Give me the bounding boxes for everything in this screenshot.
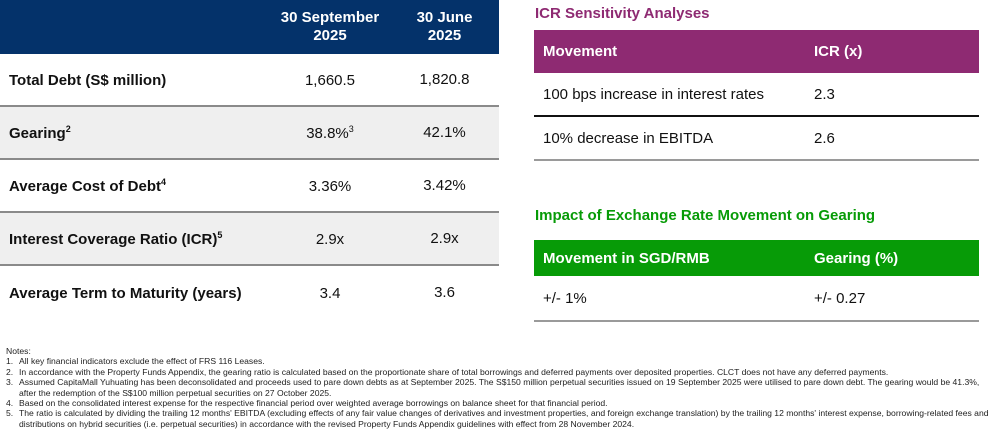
gearing-cell: +/- 0.27 [814, 289, 866, 307]
table-row: Average Term to Maturity (years) 3.4 3.6 [0, 266, 499, 319]
fx-header: Movement in SGD/RMB Gearing (%) [534, 240, 979, 276]
header-gearing: Gearing (%) [814, 249, 899, 267]
table-row: 100 bps increase in interest rates 2.3 [534, 73, 979, 117]
footnote-ref: 5 [217, 229, 223, 240]
header-icr: ICR (x) [814, 43, 863, 60]
footnote-item: 2. In accordance with the Property Funds … [6, 367, 996, 377]
header-line: 30 June [416, 9, 473, 26]
footnote-number: 4. [6, 398, 14, 409]
label-text: Total Debt (S$ million) [9, 71, 167, 89]
icr-header: Movement ICR (x) [534, 30, 979, 73]
key-metrics-header: 30 September 2025 30 June 2025 [0, 0, 499, 54]
value-sep-2025: 3.4 [270, 284, 390, 302]
metric-label: Average Cost of Debt4 [0, 177, 270, 195]
header-line: 30 September [280, 9, 380, 26]
table-row: Gearing2 38.8%3 42.1% [0, 107, 499, 160]
value-sep-2025: 2.9x [270, 230, 390, 248]
value-text: 3.4 [319, 284, 341, 302]
table-row: Total Debt (S$ million) 1,660.5 1,820.8 [0, 54, 499, 107]
value-jun-2025: 1,820.8 [419, 71, 470, 88]
footnote-text: All key financial indicators exclude the… [19, 356, 265, 367]
value-text: 3.36% [308, 177, 352, 195]
header-line: 2025 [313, 27, 347, 44]
movement-cell: 100 bps increase in interest rates [543, 85, 764, 103]
value-sep-2025: 1,660.5 [270, 71, 390, 89]
footnote-item: 4. Based on the consolidated interest exp… [6, 398, 996, 408]
header-line: 2025 [427, 27, 462, 44]
footnote-item: 5. The ratio is calculated by dividing th… [6, 408, 996, 429]
movement-cell: +/- 1% [543, 289, 587, 307]
value-jun-2025: 3.6 [434, 284, 455, 301]
value-jun-2025: 2.9x [430, 230, 459, 247]
movement-cell: 10% decrease in EBITDA [543, 129, 714, 147]
fx-title: Impact of Exchange Rate Movement on Gear… [535, 207, 876, 224]
footnote-text: Based on the consolidated interest expen… [19, 398, 608, 409]
metric-label: Interest Coverage Ratio (ICR)5 [0, 230, 270, 248]
metric-label: Total Debt (S$ million) [0, 71, 270, 89]
footnote-ref: 4 [160, 176, 166, 187]
key-metrics-table: 30 September 2025 30 June 2025 Total Debt … [0, 0, 499, 319]
header-movement-sgd-rmb: Movement in SGD/RMB [543, 249, 710, 267]
footnote-number: 5. [6, 408, 14, 419]
value-jun-2025: 42.1% [423, 124, 466, 141]
value-jun-2025: 3.42% [423, 177, 466, 194]
value-text: 38.8% [306, 124, 349, 142]
fx-table: Movement in SGD/RMB Gearing (%) +/- 1% +… [534, 240, 979, 322]
label-text: Average Cost of Debt [9, 177, 161, 195]
footnote-item: 3. Assumed CapitaMall Yuhuating has been … [6, 377, 996, 398]
label-text: Average Term to Maturity (years) [9, 284, 242, 302]
icr-table: Movement ICR (x) 100 bps increase in int… [534, 30, 979, 161]
footnote-number: 1. [6, 356, 14, 367]
label-text: Interest Coverage Ratio (ICR) [9, 230, 218, 248]
notes-heading: Notes: [6, 346, 31, 356]
metric-label: Average Term to Maturity (years) [0, 284, 270, 302]
table-row: 10% decrease in EBITDA 2.6 [534, 117, 979, 161]
footnote-text: In accordance with the Property Funds Ap… [19, 366, 889, 377]
value-sep-2025: 3.36% [270, 177, 390, 195]
footnote-number: 3. [6, 377, 14, 388]
header-movement: Movement [543, 43, 618, 60]
metric-label: Gearing2 [0, 124, 270, 142]
table-row: Interest Coverage Ratio (ICR)5 2.9x 2.9x [0, 213, 499, 266]
icr-title: ICR Sensitivity Analyses [535, 5, 710, 22]
footnote-text: Assumed CapitaMall Yuhuating has been de… [19, 377, 980, 398]
footnotes: Notes: 1. All key financial indicators ex… [6, 346, 996, 429]
value-sep-2025: 38.8%3 [270, 124, 390, 142]
table-row: +/- 1% +/- 0.27 [534, 276, 979, 322]
value-text: 1,660.5 [304, 71, 356, 89]
label-text: Gearing [9, 124, 66, 142]
footnote-item: 1. All key financial indicators exclude t… [6, 356, 996, 366]
icr-cell: 2.3 [814, 85, 835, 103]
footnote-ref: 2 [65, 123, 71, 134]
footnote-ref: 3 [348, 123, 354, 134]
icr-cell: 2.6 [814, 129, 835, 147]
footnote-number: 2. [6, 366, 14, 377]
column-header-jun-2025: 30 June 2025 [390, 0, 499, 54]
column-header-sep-2025: 30 September 2025 [270, 0, 390, 54]
value-text: 2.9x [315, 230, 345, 248]
table-row: Average Cost of Debt4 3.36% 3.42% [0, 160, 499, 213]
footnote-text: The ratio is calculated by dividing the … [19, 408, 989, 429]
